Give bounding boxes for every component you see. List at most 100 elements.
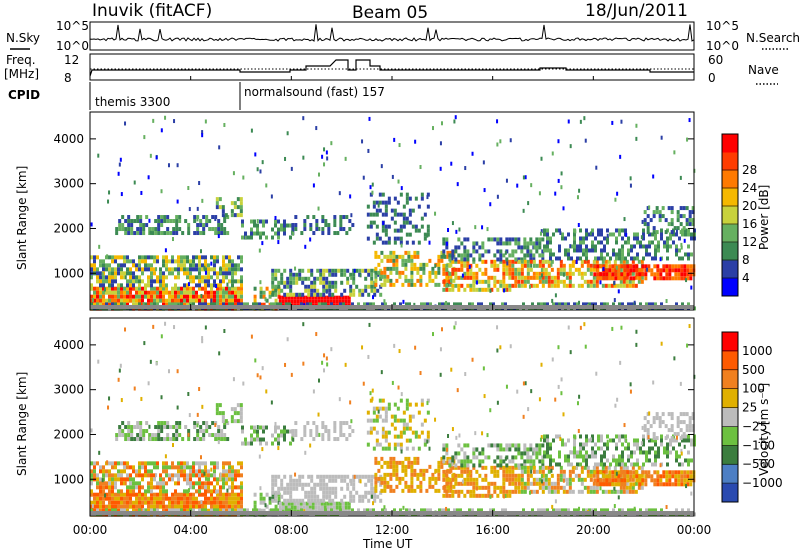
power-cell (301, 269, 304, 273)
power-cell (404, 279, 407, 283)
power-cell (189, 207, 191, 211)
velocity-cell (166, 425, 169, 429)
power-cell (333, 219, 336, 223)
velocity-cell (418, 447, 421, 451)
velocity-cell (621, 454, 624, 458)
power-cell (426, 195, 428, 199)
power-cell (134, 181, 136, 185)
velocity-cell (211, 433, 214, 437)
power-cell (202, 227, 205, 231)
power-cell (295, 277, 298, 281)
power-cell (326, 150, 328, 154)
velocity-cell (403, 423, 406, 427)
power-cell (481, 225, 483, 229)
power-cell (162, 295, 165, 299)
power-cell (555, 293, 557, 297)
velocity-cell (165, 489, 168, 493)
power-cell (686, 138, 688, 142)
velocity-cell (527, 470, 530, 474)
power-cell (181, 231, 184, 235)
velocity-cell (223, 425, 226, 429)
velocity-cell (171, 497, 174, 501)
power-cell (587, 268, 590, 272)
velocity-cell (126, 461, 129, 465)
velocity-cell (611, 470, 614, 474)
velocity-cell (392, 473, 395, 477)
power-cell (175, 227, 178, 231)
power-cell (361, 289, 364, 293)
velocity-cell (564, 454, 567, 458)
velocity-cell (234, 469, 237, 473)
velocity-cell (669, 450, 672, 454)
velocity-cell (225, 497, 228, 501)
velocity-cell (650, 474, 653, 478)
velocity-cell (392, 461, 395, 465)
power-cell (186, 271, 189, 275)
velocity-cell (647, 420, 650, 424)
power-cell (567, 256, 570, 260)
power-cell (289, 236, 292, 240)
power-cell (563, 268, 566, 272)
power-cell (298, 293, 301, 297)
power-cell (656, 210, 659, 214)
velocity-cell (641, 470, 644, 474)
velocity-cell (481, 478, 484, 482)
velocity-cell (126, 505, 129, 509)
velocity-cell (189, 497, 192, 501)
velocity-cell (240, 473, 243, 477)
velocity-cell (135, 505, 138, 509)
power-cell (175, 223, 178, 227)
power-cell (159, 271, 162, 275)
velocity-cell (403, 431, 406, 435)
power-cell (575, 268, 578, 272)
velocity-cell (271, 475, 274, 479)
power-cell (595, 166, 597, 170)
power-cell (159, 275, 162, 279)
power-cell (123, 299, 126, 303)
power-cell (165, 259, 168, 263)
power-cell (318, 227, 320, 231)
velocity-cell (231, 465, 234, 469)
power-cell (684, 239, 686, 243)
velocity-cell (674, 474, 677, 478)
power-cell (183, 291, 186, 295)
power-cell (201, 279, 204, 283)
velocity-cell (186, 461, 189, 465)
power-cell (404, 259, 407, 263)
power-cell (183, 299, 186, 303)
power-cell (138, 295, 141, 299)
power-cell (96, 295, 99, 299)
velocity-cell (392, 489, 395, 493)
velocity-cell (567, 454, 570, 458)
velocity-cell (199, 425, 202, 429)
power-cell (508, 264, 511, 268)
velocity-cell (183, 465, 186, 469)
power-cell (198, 275, 201, 279)
power-cell (401, 255, 404, 259)
velocity-cell (633, 462, 636, 466)
power-cell (419, 279, 422, 283)
velocity-cell (487, 490, 490, 494)
velocity-cell (460, 490, 463, 494)
velocity-cell (231, 485, 234, 489)
velocity-cell (567, 458, 570, 462)
velocity-cell (171, 501, 174, 505)
power-cell (343, 273, 346, 277)
velocity-cell (153, 485, 156, 489)
velocity-cell (548, 478, 551, 482)
power-cell (645, 244, 648, 248)
power-cell (407, 279, 410, 283)
power-cell (654, 252, 657, 256)
power-cell (597, 232, 600, 236)
velocity-cell (615, 442, 618, 446)
power-cell (514, 257, 517, 261)
velocity-cell (177, 469, 180, 473)
velocity-cell (659, 482, 662, 486)
velocity-cell (579, 446, 582, 450)
power-cell (605, 268, 608, 272)
power-cell (96, 267, 99, 271)
nsearch-label: N.Search (746, 31, 800, 45)
power-cell (635, 272, 638, 276)
power-cell (192, 267, 195, 271)
power-cell (291, 227, 294, 231)
